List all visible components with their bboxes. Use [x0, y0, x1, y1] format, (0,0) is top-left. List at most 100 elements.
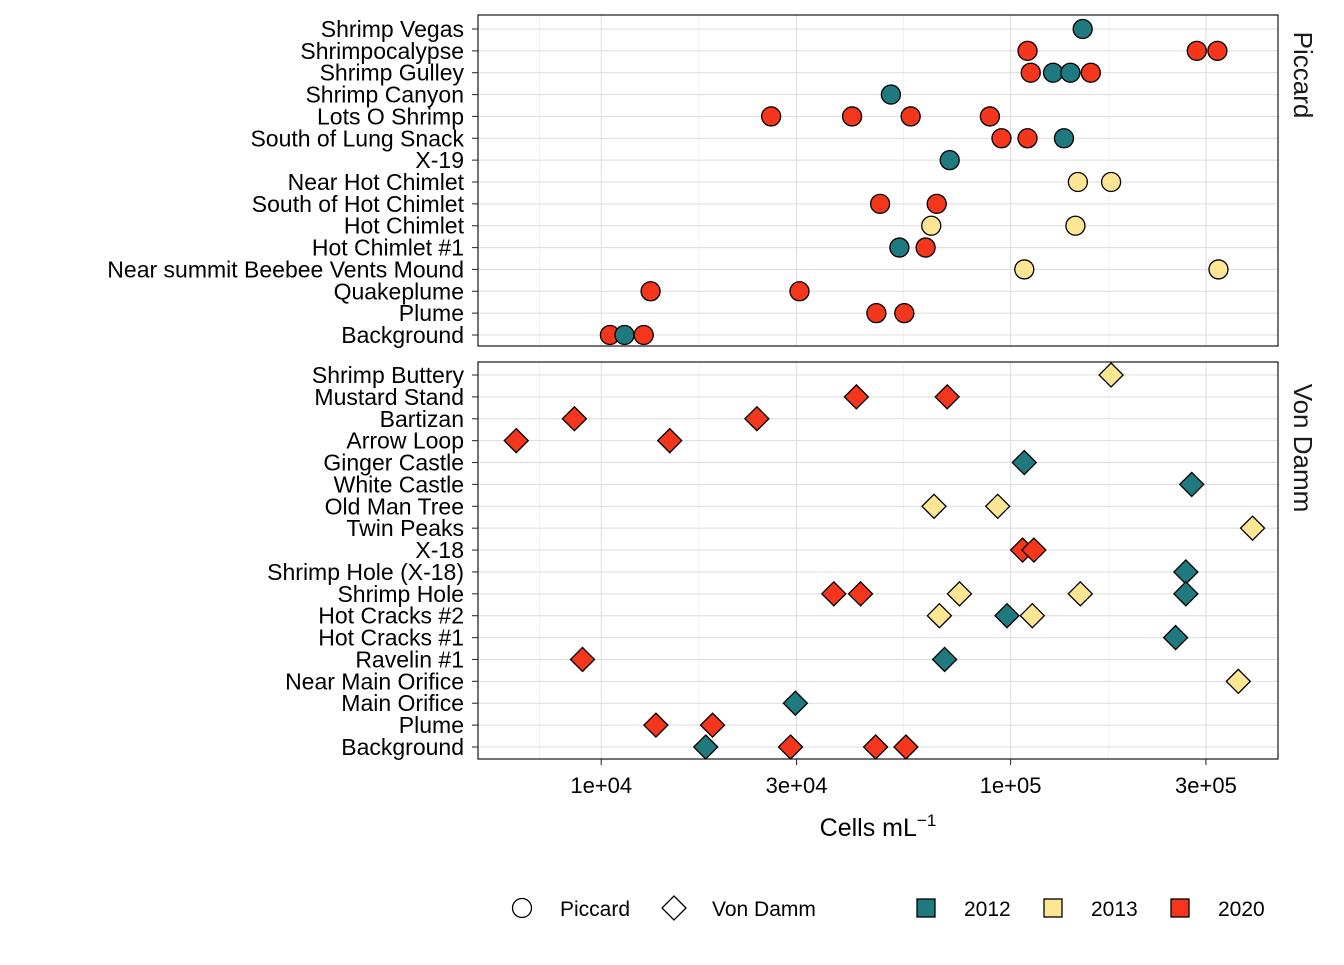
point-piccard-shrimp-canyon-2012-8	[880, 84, 902, 105]
point-piccard-near-hot-chimlet-2013-18	[1100, 171, 1122, 193]
x-tick-label-1e-04: 1e+04	[570, 773, 632, 798]
point-piccard-plume-2020-29	[866, 302, 887, 324]
y-tick-label-von-damm-background: Background	[341, 734, 464, 760]
point-von-damm-mustard-stand-2020-2	[934, 383, 961, 410]
legend-label-von-damm: Von Damm	[712, 898, 816, 921]
y-tick-label-piccard-near-summit-beebee-vents-mound: Near summit Beebee Vents Mound	[107, 256, 464, 282]
panel-piccard-grid	[478, 15, 1278, 346]
panel-von-damm-points	[503, 362, 1266, 760]
point-piccard-hot-chimlet-2013-21	[921, 215, 942, 236]
legend-key-von-damm	[661, 895, 687, 921]
strip-label-von-damm: Von Damm	[1288, 384, 1318, 513]
y-tick-label-von-damm-ginger-castle: Ginger Castle	[323, 450, 464, 476]
y-tick-label-piccard-hot-chimlet-1: Hot Chimlet #1	[312, 235, 464, 261]
y-tick-label-von-damm-bartizan: Bartizan	[380, 406, 464, 432]
point-piccard-hot-chimlet-1-2012-23	[889, 237, 910, 258]
y-tick-label-von-damm-ravelin-1: Ravelin #1	[355, 646, 464, 672]
y-tick-label-von-damm-hot-cracks-1: Hot Cracks #1	[318, 625, 464, 651]
point-von-damm-hot-cracks-2-2013-22	[1019, 602, 1046, 629]
point-von-damm-hot-cracks-1-2012-23	[1162, 624, 1189, 651]
point-piccard-shrimp-gulley-2020-7	[1080, 62, 1101, 83]
y-tick-label-von-damm-shrimp-buttery: Shrimp Buttery	[312, 362, 465, 388]
legend-key-year-2020	[1170, 898, 1190, 918]
legend-key-year-2012	[916, 898, 936, 918]
point-von-damm-background-2020-33	[893, 734, 919, 760]
y-tick-label-piccard-hot-chimlet: Hot Chimlet	[344, 213, 465, 239]
point-piccard-near-hot-chimlet-2013-17	[1067, 171, 1089, 193]
point-piccard-lots-o-shrimp-2020-9	[760, 106, 782, 127]
y-tick-label-von-damm-x-18: X-18	[415, 537, 464, 563]
point-von-damm-shrimp-hole-2020-16	[847, 580, 874, 607]
legend-label-year-2013: 2013	[1091, 898, 1138, 921]
point-von-damm-shrimp-hole-2020-15	[820, 580, 847, 607]
legend-label-piccard: Piccard	[560, 898, 630, 921]
point-von-damm-shrimp-hole-2013-17	[946, 580, 973, 607]
point-piccard-south-of-hot-chimlet-2020-20	[926, 193, 947, 215]
point-von-damm-plume-2020-29	[699, 712, 726, 739]
point-von-damm-bartizan-2020-3	[561, 405, 588, 432]
point-von-damm-ginger-castle-2012-7	[1011, 449, 1038, 476]
y-tick-label-piccard-shrimpocalypse: Shrimpocalypse	[300, 38, 464, 64]
point-piccard-lots-o-shrimp-2020-10	[841, 106, 863, 127]
panel-piccard-frame	[477, 14, 1279, 347]
point-von-damm-near-main-orifice-2013-26	[1225, 668, 1252, 695]
x-axis-title: Cells mL−1	[820, 811, 937, 842]
y-tick-label-piccard-quakeplume: Quakeplume	[334, 278, 464, 304]
point-von-damm-old-man-tree-2013-9	[921, 493, 947, 520]
y-tick-label-von-damm-mustard-stand: Mustard Stand	[314, 384, 464, 410]
point-piccard-background-2012-32	[614, 324, 635, 346]
point-von-damm-background-2012-30	[692, 734, 719, 760]
point-piccard-shrimp-gulley-2012-6	[1060, 62, 1081, 83]
strip-label-piccard: Piccard	[1288, 32, 1318, 119]
point-von-damm-bartizan-2020-4	[743, 405, 770, 432]
point-piccard-near-summit-beebee-vents-mound-2013-25	[1014, 259, 1035, 280]
point-von-damm-plume-2020-28	[642, 712, 669, 739]
point-von-damm-shrimp-buttery-2013-0	[1098, 362, 1125, 388]
point-piccard-shrimpocalypse-2020-2	[1186, 40, 1207, 62]
x-axis-title-main: Cells mL	[820, 814, 917, 842]
point-von-damm-shrimp-hole-2012-19	[1172, 580, 1199, 607]
point-von-damm-main-orifice-2012-27	[782, 690, 809, 717]
y-tick-label-von-damm-shrimp-hole: Shrimp Hole	[337, 581, 464, 607]
point-piccard-hot-chimlet-2013-22	[1065, 215, 1086, 236]
panel-von-damm-frame	[477, 361, 1279, 760]
point-von-damm-arrow-loop-2020-5	[503, 427, 530, 454]
y-tick-label-von-damm-shrimp-hole-x-18: Shrimp Hole (X-18)	[267, 559, 464, 585]
y-tick-label-piccard-south-of-hot-chimlet: South of Hot Chimlet	[252, 191, 465, 217]
point-piccard-shrimpocalypse-2020-1	[1017, 40, 1038, 62]
y-tick-label-von-damm-hot-cracks-2: Hot Cracks #2	[318, 603, 464, 629]
x-axis: 1e+04 3e+04 1e+05 3e+05	[570, 759, 1237, 798]
point-von-damm-mustard-stand-2020-1	[843, 383, 870, 410]
x-tick-label-3e-04: 3e+04	[766, 773, 828, 798]
point-von-damm-white-castle-2012-8	[1178, 471, 1205, 498]
point-piccard-shrimp-vegas-2012-0	[1072, 18, 1093, 40]
y-tick-label-piccard-lots-o-shrimp: Lots O Shrimp	[317, 103, 464, 129]
panel-piccard-points	[599, 18, 1229, 346]
x-tick-label-1e-05: 1e+05	[980, 773, 1042, 798]
legend-key-year-2013	[1043, 898, 1063, 918]
point-von-damm-ravelin-1-2012-24	[931, 646, 958, 673]
point-piccard-lots-o-shrimp-2020-12	[979, 106, 1001, 127]
y-tick-label-piccard-background: Background	[341, 322, 464, 348]
point-piccard-shrimp-gulley-2012-5	[1042, 62, 1064, 83]
point-von-damm-arrow-loop-2020-6	[656, 427, 683, 454]
point-von-damm-hot-cracks-2-2012-21	[994, 602, 1020, 629]
point-piccard-south-of-lung-snack-2012-15	[1053, 128, 1075, 149]
point-piccard-shrimp-gulley-2020-4	[1020, 62, 1041, 83]
point-piccard-south-of-lung-snack-2020-13	[991, 128, 1012, 149]
y-tick-label-von-damm-main-orifice: Main Orifice	[341, 690, 464, 716]
point-von-damm-twin-peaks-2013-11	[1239, 515, 1266, 542]
y-tick-label-piccard-near-hot-chimlet: Near Hot Chimlet	[288, 169, 465, 195]
y-tick-label-von-damm-white-castle: White Castle	[334, 471, 464, 497]
legend-label-year-2012: 2012	[964, 898, 1011, 921]
legend: Piccard Von Damm 2012 2013 2020	[511, 895, 1265, 921]
point-piccard-hot-chimlet-1-2020-24	[915, 237, 936, 258]
y-tick-label-piccard-shrimp-canyon: Shrimp Canyon	[305, 82, 464, 108]
y-tick-label-von-damm-arrow-loop: Arrow Loop	[346, 428, 464, 454]
point-von-damm-old-man-tree-2013-10	[984, 493, 1011, 520]
point-piccard-lots-o-shrimp-2020-11	[900, 106, 921, 127]
